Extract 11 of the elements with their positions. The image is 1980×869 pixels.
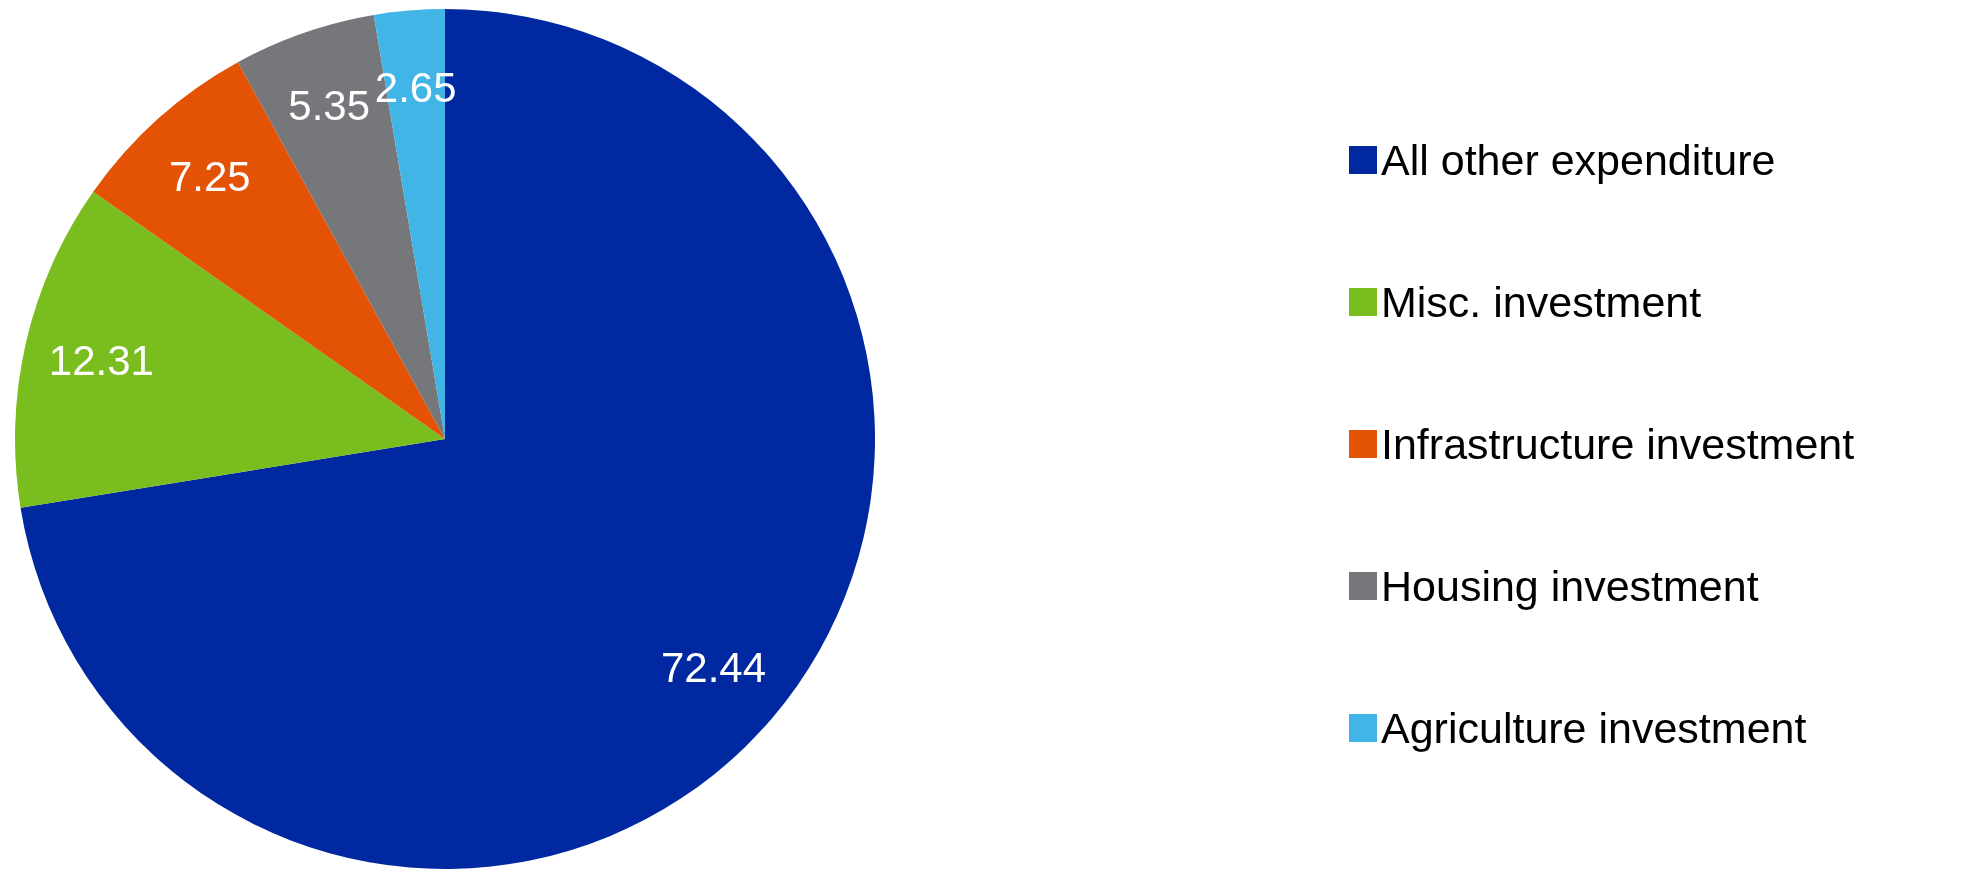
data-label: 7.25 xyxy=(168,152,251,200)
legend-label: Agriculture investment xyxy=(1381,704,1807,752)
pie-slice xyxy=(20,9,875,869)
data-label: 72.44 xyxy=(661,643,767,691)
legend-label: Misc. investment xyxy=(1381,278,1702,326)
data-label: 12.31 xyxy=(48,336,154,384)
legend-label: Infrastructure investment xyxy=(1381,420,1855,468)
legend-label: All other expenditure xyxy=(1381,136,1776,184)
data-label: 5.35 xyxy=(288,82,371,130)
legend-label: Housing investment xyxy=(1381,562,1759,610)
pie-slice xyxy=(15,191,445,508)
